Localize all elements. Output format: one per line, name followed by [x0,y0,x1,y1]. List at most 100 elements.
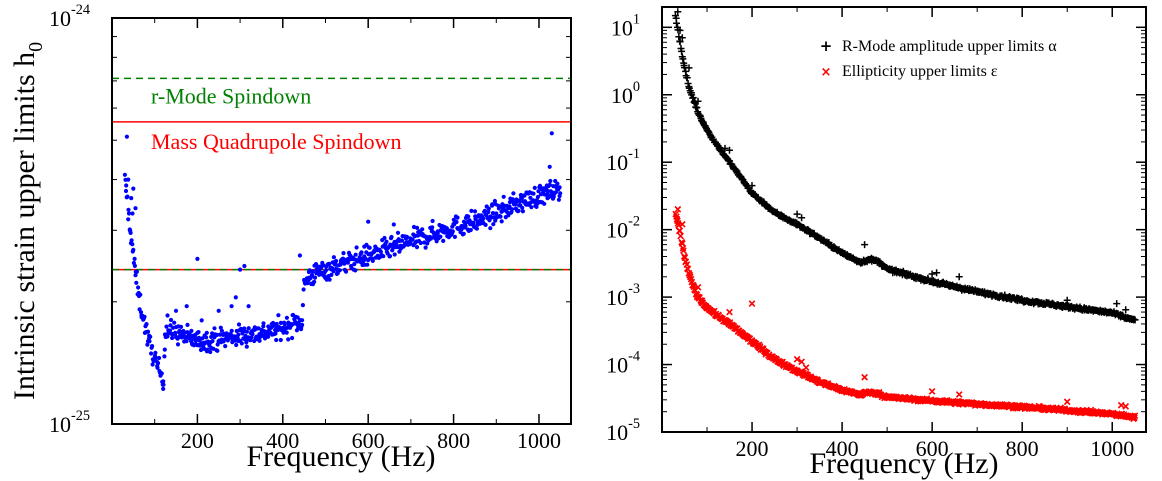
data-point [547,182,552,187]
spindown-line-label: Mass Quadrupole Spindown [151,129,402,154]
data-point [131,247,136,252]
data-point [933,269,941,277]
data-point [415,225,420,230]
data-point [204,330,209,335]
data-point [138,292,143,297]
data-point [131,186,136,191]
data-point [327,261,332,266]
data-point [678,34,686,42]
data-point [124,134,129,139]
data-point [300,303,305,308]
data-point [161,382,166,387]
data-point [126,217,131,222]
legend-label-ellipticity: Ellipticity upper limits ε [842,63,998,80]
data-point [558,191,563,196]
data-point [300,318,305,323]
data-point [1131,414,1138,422]
data-point [204,335,209,340]
data-point [337,268,342,273]
data-point [250,332,255,337]
right-plot-frame [661,6,1147,433]
data-point [239,341,244,346]
data-point [389,234,394,240]
x-tick-label: 600 [352,428,385,453]
data-point [793,355,801,363]
data-point [261,324,266,329]
data-point [674,8,682,16]
data-point [284,330,289,335]
data-point [173,308,179,313]
data-point [354,245,359,250]
data-point [676,227,684,235]
data-point [236,322,242,327]
data-point [136,285,141,290]
data-point [173,330,178,335]
data-point [312,279,317,284]
data-point [266,334,271,339]
data-point [164,324,169,329]
data-point [274,337,279,343]
data-point [676,26,684,34]
data-point [547,164,552,169]
data-point [683,74,691,82]
data-point [438,234,443,239]
data-point [519,196,525,201]
data-point [367,245,372,250]
left-axis-ticks: 200 400 600 800 1000 10-25 10-24 [49,2,571,453]
data-point [472,209,478,214]
data-point [434,239,439,244]
data-point [378,249,383,254]
data-point [499,219,504,224]
data-point [334,258,339,264]
x-tick-label: 200 [181,428,214,453]
data-point [167,328,173,333]
data-point [534,204,539,209]
data-point [535,194,541,200]
data-point [793,210,801,218]
data-point [185,322,190,327]
data-point [675,33,683,41]
data-point [486,206,491,211]
data-point [536,189,541,194]
data-point [685,64,693,72]
legend-marker-plus: + [820,37,833,55]
data-point [261,321,266,326]
data-point [310,269,315,274]
data-point [238,267,243,272]
data-point [557,185,562,190]
data-point [233,295,238,300]
data-point [153,355,159,360]
data-point [129,238,134,243]
data-point [218,332,223,337]
data-point [382,235,387,241]
data-point [256,326,261,331]
data-point [301,287,306,292]
data-point [928,388,936,395]
x-tick-label: 400 [266,428,299,453]
data-point [677,232,684,240]
data-point [184,339,189,344]
x-tick-label: 1000 [1090,436,1134,461]
data-point [399,238,405,243]
data-point [165,313,170,318]
data-point [126,177,131,182]
data-point [486,209,491,215]
data-point [161,379,166,384]
data-point [469,208,474,213]
data-point [133,273,138,278]
x-tick-label: 800 [437,428,470,453]
data-point [694,283,702,291]
y-tick-label: 10-2 [606,214,640,243]
data-point [162,347,167,352]
data-point [234,342,239,348]
y-tick-label: 10-5 [606,416,640,445]
data-point [286,337,291,342]
data-point [455,215,460,220]
data-point [331,255,336,260]
data-point [430,225,435,230]
data-point [161,386,166,391]
data-point [381,254,386,259]
data-point [145,329,151,334]
data-point [676,38,684,46]
data-point [219,328,224,333]
